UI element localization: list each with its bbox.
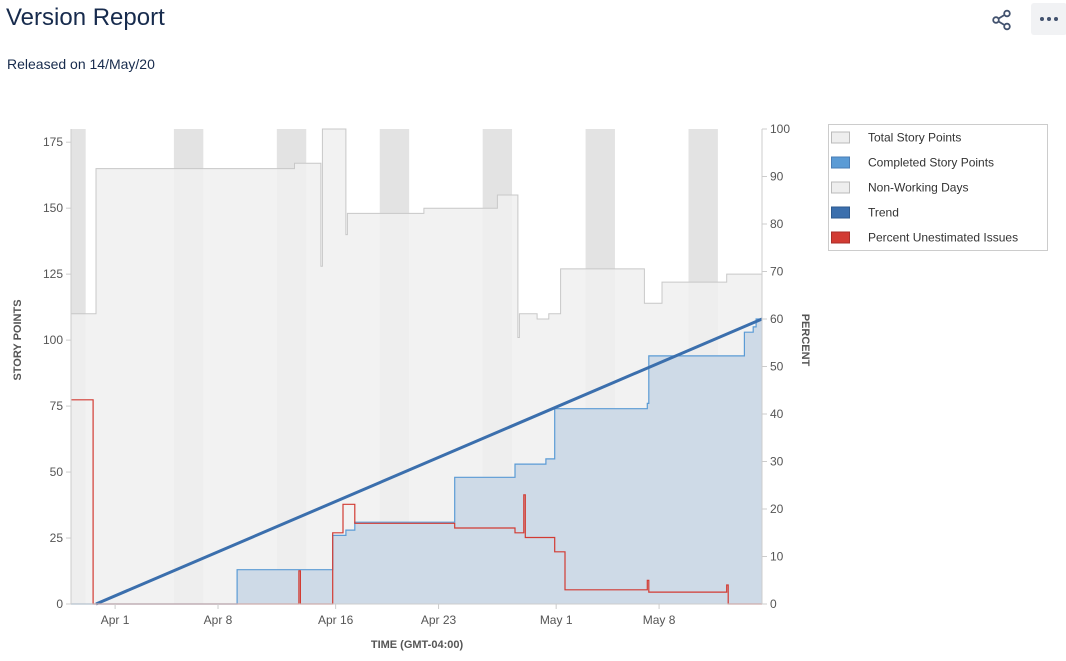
trend-series bbox=[95, 317, 763, 606]
legend-swatch bbox=[831, 131, 850, 144]
legend-swatch bbox=[831, 231, 850, 244]
legend-swatch bbox=[831, 181, 850, 194]
y-right-tick-label: 50 bbox=[770, 360, 784, 374]
legend-label: Total Story Points bbox=[868, 131, 961, 145]
legend-label: Completed Story Points bbox=[868, 156, 994, 170]
legend-label: Non-Working Days bbox=[868, 181, 968, 195]
legend-box bbox=[828, 124, 1048, 251]
percent-unestimated-line bbox=[71, 399, 762, 605]
x-tick-label: Apr 16 bbox=[318, 613, 354, 627]
x-tick-label: May 8 bbox=[643, 613, 676, 627]
completed-story-points-area bbox=[71, 319, 762, 604]
y-axis-right-title: PERCENT bbox=[799, 314, 811, 367]
y-right-tick-label: 0 bbox=[770, 597, 777, 611]
legend: Total Story Points Completed Story Points… bbox=[828, 124, 1048, 251]
y-right-tick-label: 90 bbox=[770, 170, 784, 184]
percent-unestimated-series bbox=[71, 399, 762, 605]
completed-story-points-series bbox=[71, 318, 762, 605]
y-left-tick-label: 25 bbox=[50, 531, 64, 545]
trend-line bbox=[95, 317, 763, 606]
y-left-tick-label: 50 bbox=[50, 465, 64, 479]
y-right-tick-label: 20 bbox=[770, 502, 784, 516]
release-date: Released on 14/May/20 bbox=[7, 56, 155, 72]
x-tick-label: Apr 1 bbox=[101, 613, 130, 627]
y-axis-right: 0 10 20 30 40 50 60 70 80 90 100 bbox=[762, 122, 790, 611]
y-right-tick-label: 70 bbox=[770, 265, 784, 279]
y-left-tick-label: 0 bbox=[56, 597, 63, 611]
y-right-tick-label: 100 bbox=[770, 122, 790, 136]
y-left-tick-label: 150 bbox=[43, 201, 63, 215]
x-tick-label: May 1 bbox=[540, 613, 573, 627]
y-left-tick-label: 175 bbox=[43, 135, 63, 149]
legend-label: Percent Unestimated Issues bbox=[868, 231, 1018, 245]
legend-label: Trend bbox=[868, 206, 899, 220]
share-icon bbox=[992, 9, 1011, 31]
page-title: Version Report bbox=[6, 4, 165, 31]
more-actions-button[interactable] bbox=[1031, 3, 1066, 35]
y-right-tick-label: 60 bbox=[770, 312, 784, 326]
y-axis-left: 0 25 50 75 100 125 150 175 bbox=[43, 135, 71, 611]
x-axis: Apr 1 Apr 8 Apr 16 Apr 23 May 1 May 8 bbox=[101, 604, 676, 627]
y-right-tick-label: 10 bbox=[770, 550, 784, 564]
y-right-tick-label: 80 bbox=[770, 217, 784, 231]
y-left-tick-label: 100 bbox=[43, 333, 63, 347]
legend-swatch bbox=[831, 206, 850, 219]
more-icon bbox=[1039, 17, 1060, 21]
y-left-tick-label: 125 bbox=[43, 267, 63, 281]
completed-story-points-line bbox=[71, 318, 762, 605]
y-left-tick-label: 75 bbox=[50, 399, 64, 413]
x-tick-label: Apr 23 bbox=[421, 613, 457, 627]
y-right-tick-label: 40 bbox=[770, 407, 784, 421]
x-tick-label: Apr 8 bbox=[204, 613, 233, 627]
y-axis-left-title: STORY POINTS bbox=[12, 299, 24, 380]
share-button[interactable] bbox=[986, 4, 1018, 36]
y-right-tick-label: 30 bbox=[770, 455, 784, 469]
total-story-points-line bbox=[71, 128, 762, 338]
x-axis-title: TIME (GMT-04:00) bbox=[371, 639, 464, 651]
legend-swatch bbox=[831, 156, 850, 169]
